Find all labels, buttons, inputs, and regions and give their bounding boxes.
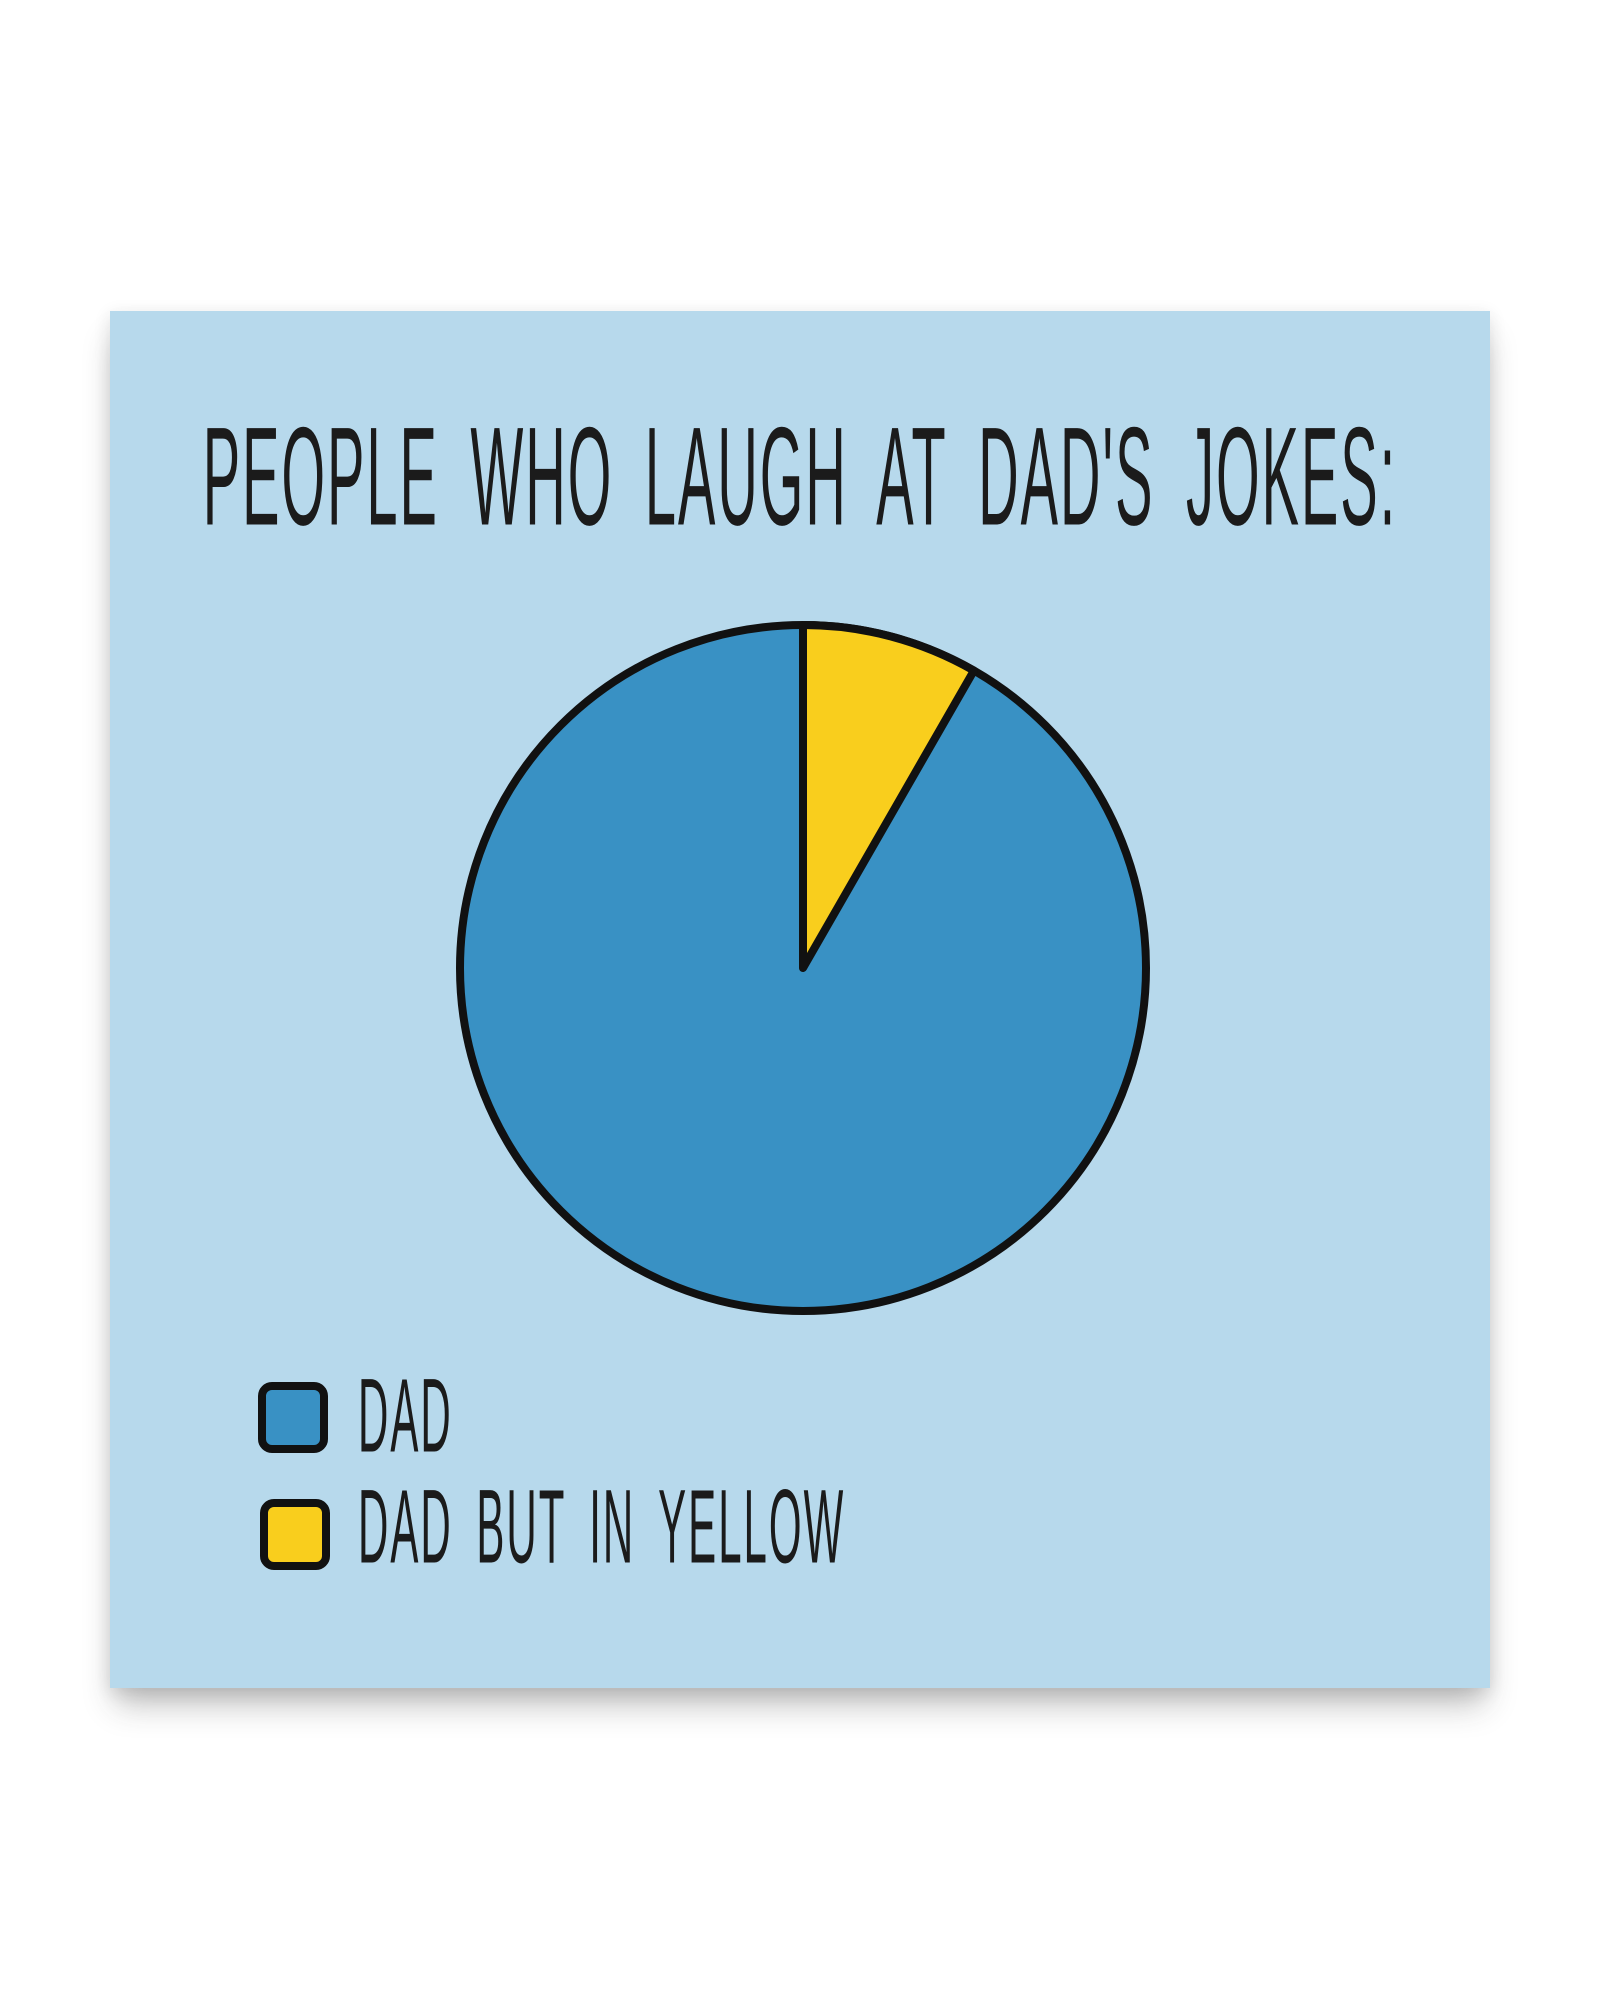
- pie-slice-dad-but-in-yellow: [799, 621, 978, 972]
- pie-chart: [456, 621, 1150, 1315]
- card: PEOPLE WHO LAUGH AT DAD'S JOKES: DAD DAD…: [110, 311, 1490, 1688]
- legend-swatch-dad: [258, 1382, 328, 1453]
- legend-swatch-dad-but-in-yellow: [260, 1499, 330, 1570]
- chart-title: PEOPLE WHO LAUGH AT DAD'S JOKES:: [202, 397, 1398, 555]
- legend-label-dad-but-in-yellow: DAD BUT IN YELLOW: [358, 1467, 846, 1585]
- legend-label-dad: DAD: [358, 1356, 453, 1474]
